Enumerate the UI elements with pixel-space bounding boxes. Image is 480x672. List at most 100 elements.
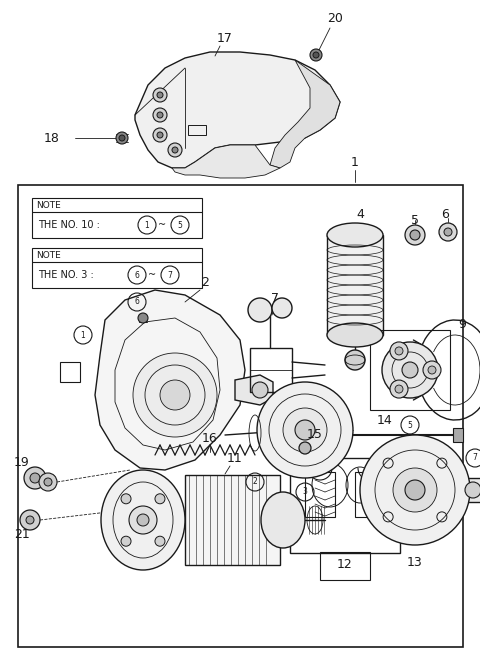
- Text: 18: 18: [44, 132, 60, 144]
- Circle shape: [155, 536, 165, 546]
- Ellipse shape: [327, 223, 383, 247]
- Circle shape: [439, 223, 457, 241]
- Ellipse shape: [261, 492, 305, 548]
- Text: 5: 5: [408, 421, 412, 429]
- Circle shape: [39, 473, 57, 491]
- Bar: [185, 475, 280, 565]
- Polygon shape: [235, 375, 273, 405]
- Bar: [370, 330, 450, 410]
- Circle shape: [44, 478, 52, 486]
- Bar: [305, 472, 335, 517]
- Text: 16: 16: [202, 431, 218, 444]
- Circle shape: [137, 514, 149, 526]
- Circle shape: [265, 410, 275, 420]
- Text: 12: 12: [337, 558, 353, 571]
- Text: 5: 5: [411, 214, 419, 226]
- Text: 9: 9: [458, 319, 466, 331]
- Circle shape: [299, 442, 311, 454]
- Text: 1: 1: [81, 331, 85, 339]
- Circle shape: [428, 366, 436, 374]
- Circle shape: [26, 516, 34, 524]
- Circle shape: [248, 298, 272, 322]
- Text: 15: 15: [307, 429, 323, 442]
- Circle shape: [119, 135, 125, 141]
- Circle shape: [252, 382, 268, 398]
- Circle shape: [24, 467, 46, 489]
- Circle shape: [310, 49, 322, 61]
- Polygon shape: [95, 290, 245, 470]
- Circle shape: [121, 536, 131, 546]
- Circle shape: [157, 132, 163, 138]
- Bar: [290, 458, 400, 553]
- Text: NOTE: NOTE: [36, 251, 61, 259]
- Bar: [60, 362, 80, 382]
- Circle shape: [138, 313, 148, 323]
- Circle shape: [116, 132, 128, 144]
- Text: 19: 19: [14, 456, 30, 470]
- Circle shape: [410, 230, 420, 240]
- Text: 6: 6: [134, 298, 139, 306]
- Circle shape: [395, 385, 403, 393]
- Circle shape: [20, 510, 40, 530]
- Circle shape: [121, 494, 131, 504]
- Circle shape: [360, 435, 470, 545]
- Circle shape: [382, 342, 438, 398]
- Circle shape: [157, 92, 163, 98]
- Circle shape: [172, 147, 178, 153]
- Circle shape: [313, 52, 319, 58]
- Bar: [250, 348, 292, 392]
- Circle shape: [405, 225, 425, 245]
- Ellipse shape: [327, 323, 383, 347]
- Bar: [320, 552, 370, 580]
- Bar: [327, 235, 383, 335]
- Text: 6: 6: [441, 208, 449, 222]
- Circle shape: [168, 143, 182, 157]
- Text: NOTE: NOTE: [36, 200, 61, 210]
- Text: 7: 7: [271, 292, 279, 304]
- Circle shape: [283, 408, 327, 452]
- Circle shape: [129, 506, 157, 534]
- Bar: [355, 472, 385, 517]
- Circle shape: [157, 112, 163, 118]
- Circle shape: [153, 88, 167, 102]
- Text: 17: 17: [217, 32, 233, 44]
- Circle shape: [30, 473, 40, 483]
- Text: 20: 20: [327, 11, 343, 24]
- Text: 4: 4: [356, 208, 364, 222]
- Text: 3: 3: [302, 487, 307, 497]
- Circle shape: [402, 362, 418, 378]
- Text: ~: ~: [148, 270, 156, 280]
- Text: 14: 14: [377, 413, 393, 427]
- Circle shape: [390, 380, 408, 398]
- Polygon shape: [135, 52, 340, 168]
- Text: 2: 2: [201, 276, 209, 288]
- Text: 21: 21: [14, 528, 30, 542]
- Circle shape: [153, 128, 167, 142]
- Text: 7: 7: [168, 271, 172, 280]
- Circle shape: [465, 482, 480, 498]
- Text: 7: 7: [473, 454, 478, 462]
- Text: 6: 6: [134, 271, 139, 280]
- Text: ~: ~: [158, 220, 166, 230]
- Text: 8: 8: [276, 423, 284, 437]
- Text: 1: 1: [351, 155, 359, 169]
- Circle shape: [155, 494, 165, 504]
- Circle shape: [153, 108, 167, 122]
- Bar: [457, 478, 480, 502]
- Circle shape: [393, 468, 437, 512]
- Circle shape: [133, 353, 217, 437]
- Circle shape: [395, 347, 403, 355]
- Bar: [18, 185, 463, 647]
- Circle shape: [345, 350, 365, 370]
- Bar: [32, 198, 202, 238]
- Circle shape: [444, 228, 452, 236]
- Text: 5: 5: [178, 220, 182, 230]
- Polygon shape: [172, 145, 280, 178]
- Circle shape: [272, 298, 292, 318]
- Bar: [453, 428, 463, 442]
- Bar: [188, 125, 206, 135]
- Text: 13: 13: [407, 556, 423, 569]
- Text: 1: 1: [144, 220, 149, 230]
- Text: 11: 11: [227, 452, 243, 464]
- Circle shape: [295, 420, 315, 440]
